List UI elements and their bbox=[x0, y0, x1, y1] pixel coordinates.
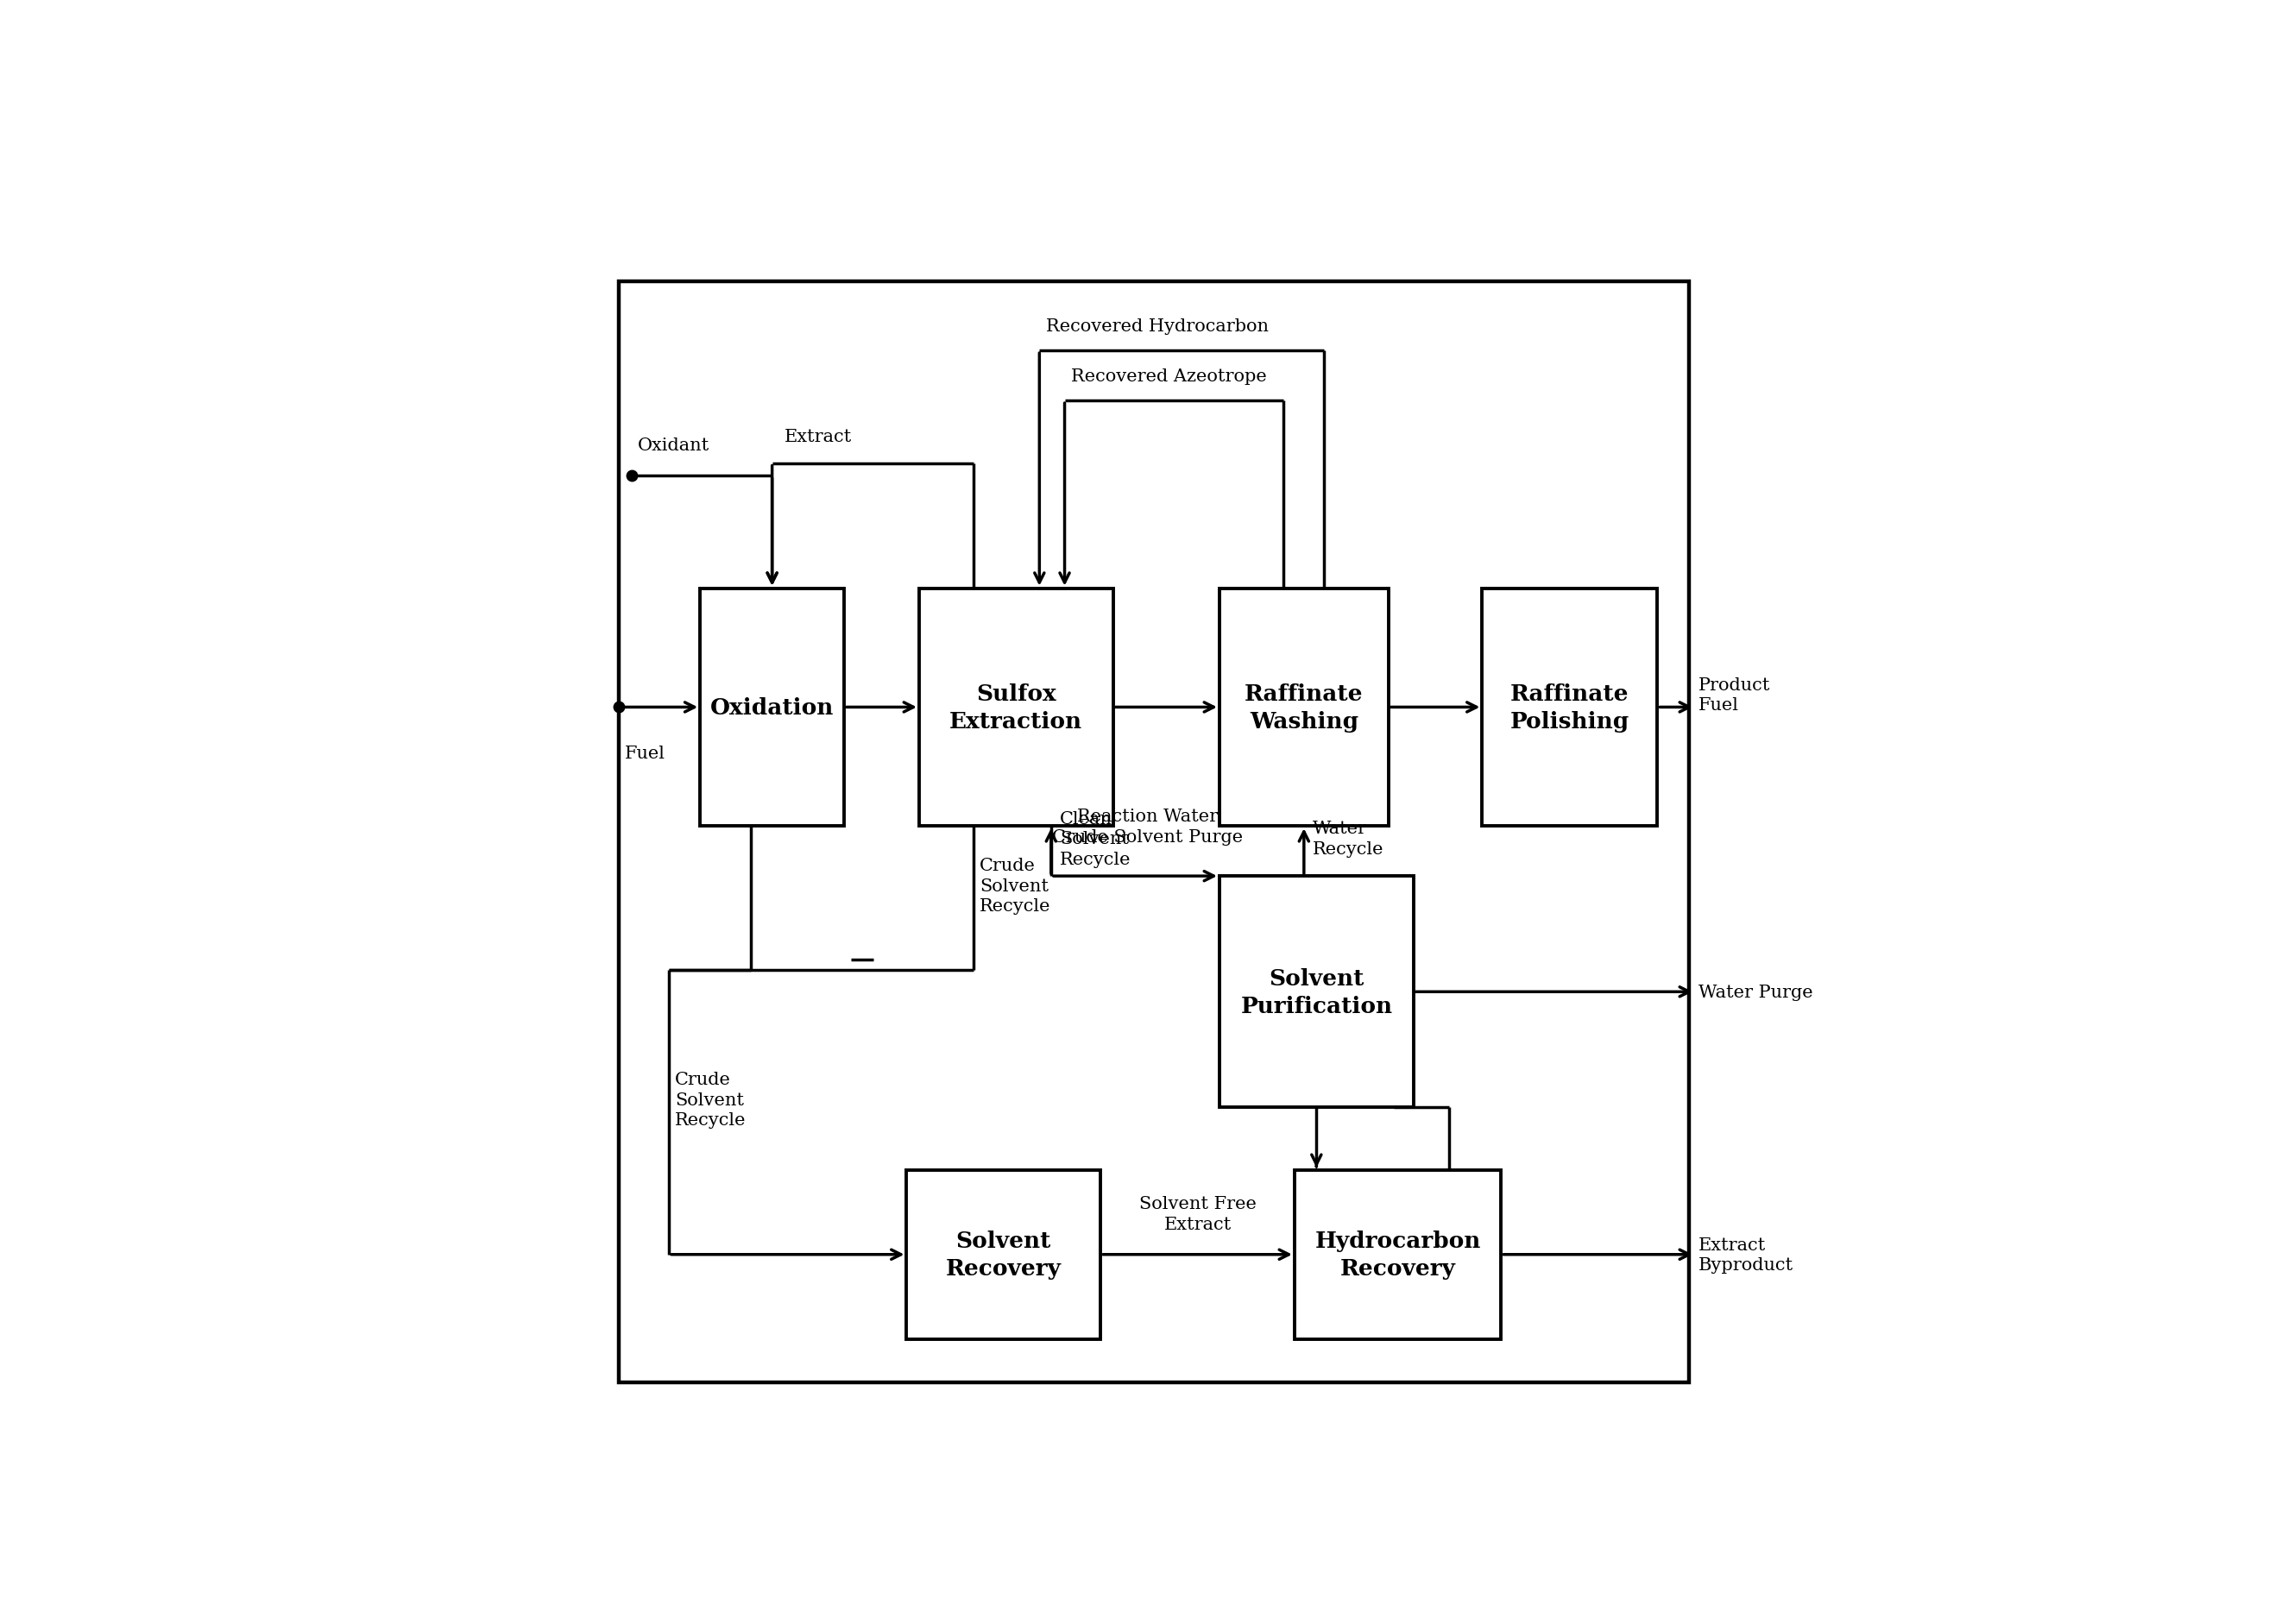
Bar bbox=[920, 590, 1113, 827]
Text: Water Purge: Water Purge bbox=[1700, 984, 1812, 1000]
Text: Recovered Azeotrope: Recovered Azeotrope bbox=[1071, 369, 1266, 385]
Text: Recovered Hydrocarbon: Recovered Hydrocarbon bbox=[1046, 318, 1269, 335]
Text: Product
Fuel: Product Fuel bbox=[1700, 677, 1771, 713]
Text: Oxidant: Oxidant bbox=[638, 437, 709, 453]
Bar bbox=[906, 1171, 1101, 1340]
Text: Crude
Solvent
Recycle: Crude Solvent Recycle bbox=[980, 857, 1051, 914]
Bar bbox=[1220, 590, 1388, 827]
Bar bbox=[700, 590, 844, 827]
Text: Solvent
Purification: Solvent Purification bbox=[1241, 968, 1392, 1017]
Text: Solvent Free
Extract: Solvent Free Extract bbox=[1138, 1195, 1257, 1233]
Text: Raffinate
Polishing: Raffinate Polishing bbox=[1509, 684, 1629, 732]
Text: Raffinate
Washing: Raffinate Washing bbox=[1246, 684, 1363, 732]
Text: Extract: Extract bbox=[785, 429, 851, 445]
Text: Extract
Byproduct: Extract Byproduct bbox=[1700, 1236, 1794, 1273]
Text: Sulfox
Extraction: Sulfox Extraction bbox=[950, 684, 1083, 732]
Bar bbox=[1482, 590, 1659, 827]
Text: Hydrocarbon
Recovery: Hydrocarbon Recovery bbox=[1314, 1229, 1482, 1280]
Text: Oxidation: Oxidation bbox=[711, 697, 835, 718]
Text: Water
Recycle: Water Recycle bbox=[1312, 820, 1383, 857]
Bar bbox=[1220, 877, 1413, 1108]
Text: Clean
Solvent
Recycle: Clean Solvent Recycle bbox=[1060, 810, 1131, 867]
Text: Crude
Solvent
Recycle: Crude Solvent Recycle bbox=[674, 1072, 746, 1129]
Bar bbox=[619, 283, 1688, 1384]
Text: Solvent
Recovery: Solvent Recovery bbox=[945, 1229, 1062, 1280]
Text: Fuel: Fuel bbox=[624, 745, 665, 762]
Text: Reaction Water
Crude Solvent Purge: Reaction Water Crude Solvent Purge bbox=[1053, 809, 1243, 844]
Bar bbox=[1294, 1171, 1500, 1340]
